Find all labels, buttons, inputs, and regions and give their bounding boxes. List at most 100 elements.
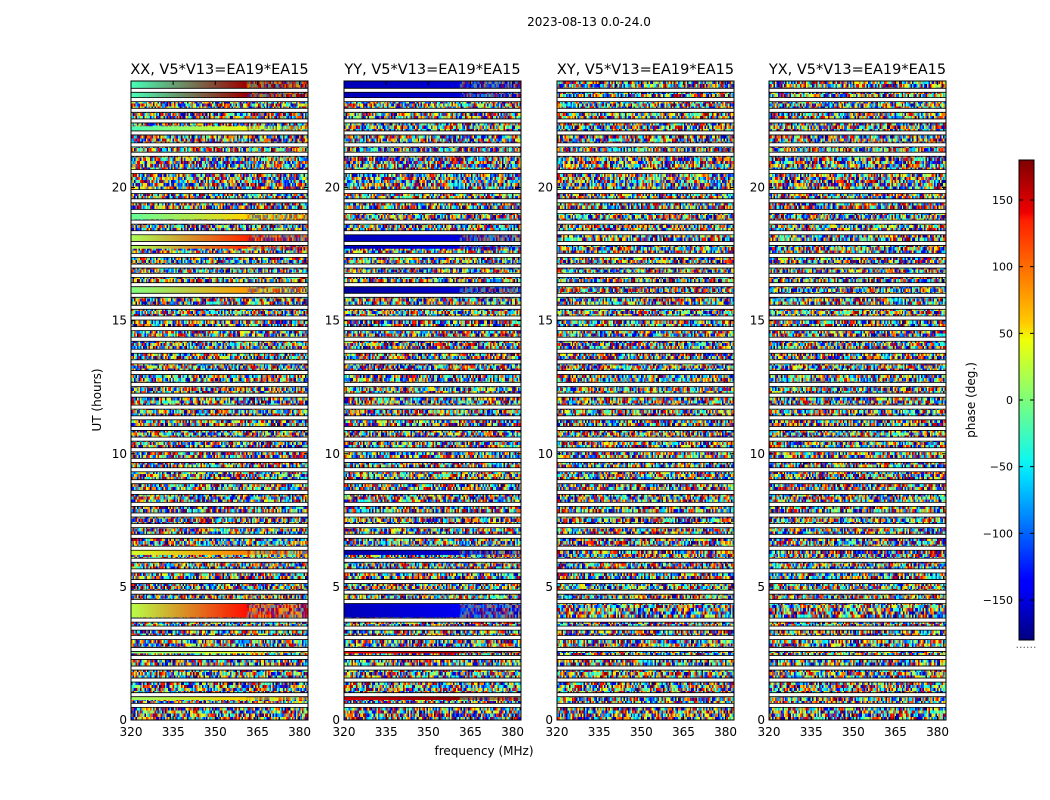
flag-gap	[769, 599, 946, 604]
flag-gap	[344, 458, 521, 463]
flag-gap	[344, 512, 521, 517]
flag-gap	[131, 293, 308, 298]
colorbar-tick-label: 100	[992, 261, 1013, 274]
phase-noise-xy	[557, 81, 734, 720]
flag-gap	[769, 326, 946, 331]
flag-gap	[769, 382, 946, 387]
flag-gap	[557, 512, 734, 517]
x-tick-label: 365	[459, 725, 482, 739]
flag-gap	[557, 666, 734, 671]
flag-gap	[131, 635, 308, 640]
flag-gap	[131, 490, 308, 495]
flag-gap	[131, 426, 308, 431]
flag-gap	[131, 534, 308, 539]
flag-gap	[344, 315, 521, 320]
flag-gap	[769, 692, 946, 697]
flag-gap	[557, 534, 734, 539]
flag-gap	[557, 405, 734, 410]
flag-gap	[344, 415, 521, 420]
flag-gap	[344, 293, 521, 298]
flag-gap	[131, 558, 308, 563]
flag-gap	[769, 130, 946, 135]
coherent-phase-band	[344, 694, 521, 701]
flag-gap	[557, 337, 734, 342]
flag-gap	[557, 169, 734, 174]
y-tick-label: 20	[538, 181, 553, 195]
flag-gap	[344, 241, 521, 246]
colorbar-tick-label: −100	[983, 527, 1013, 540]
flag-gap	[131, 169, 308, 174]
y-tick-label: 5	[757, 580, 765, 594]
y-tick-label: 0	[545, 713, 553, 727]
flag-gap	[769, 253, 946, 258]
flag-gap	[769, 703, 946, 708]
flag-gap	[557, 437, 734, 442]
x-tick-label: 350	[842, 725, 865, 739]
flag-gap	[557, 88, 734, 93]
x-tick-label: 380	[926, 725, 949, 739]
flag-gap	[557, 264, 734, 269]
coherent-phase-band	[131, 284, 308, 297]
flag-gap	[557, 241, 734, 246]
flag-gap	[557, 426, 734, 431]
flag-gap	[769, 618, 946, 623]
flag-gap	[344, 169, 521, 174]
flag-gap	[769, 305, 946, 310]
flag-gap	[344, 678, 521, 683]
flag-gap	[557, 502, 734, 507]
flag-gap	[131, 655, 308, 660]
flag-gap	[344, 189, 521, 194]
panel-body	[344, 81, 521, 708]
flag-gap	[557, 546, 734, 551]
flag-gap	[131, 479, 308, 484]
coherent-phase-band	[344, 600, 521, 618]
flag-gap	[557, 490, 734, 495]
flag-gap	[131, 118, 308, 123]
flag-gap	[769, 512, 946, 517]
flag-gap	[557, 315, 734, 320]
y-tick-label: 5	[332, 580, 340, 594]
flag-gap	[557, 568, 734, 573]
panel-xx: XX, V5*V13=EA19*EA15 320 335 350 365 380 0 5 10 1…	[112, 62, 311, 739]
flag-gap	[557, 678, 734, 683]
x-tick-label: 320	[758, 725, 781, 739]
flag-gap	[131, 253, 308, 258]
flag-gap	[131, 97, 308, 102]
panel-xy: XY, V5*V13=EA19*EA15 320 335 350 365 380 0 5 10 1…	[538, 62, 737, 739]
flag-gap	[344, 97, 521, 102]
flag-gap	[344, 426, 521, 431]
flag-gap	[344, 326, 521, 331]
flag-gap	[344, 437, 521, 442]
flag-gap	[557, 108, 734, 113]
flag-gap	[557, 359, 734, 364]
flag-gap	[344, 108, 521, 113]
flag-gap	[344, 152, 521, 157]
flag-gap	[344, 618, 521, 623]
y-tick-label: 5	[119, 580, 127, 594]
colorbar-tick-label: 150	[992, 194, 1013, 207]
flag-gap	[557, 293, 734, 298]
y-tick-label: 20	[325, 181, 340, 195]
colorbar-ticks: 150 100 50 0 −50 −100 −150	[983, 194, 1034, 607]
panel-body	[769, 87, 946, 708]
flag-gap	[344, 467, 521, 472]
flag-gap	[131, 590, 308, 595]
flag-gap	[131, 579, 308, 584]
x-tick-label: 365	[672, 725, 695, 739]
flag-gap	[344, 130, 521, 135]
flag-gap	[769, 558, 946, 563]
flag-gap	[344, 405, 521, 410]
flag-gap	[557, 349, 734, 354]
flag-gap	[557, 692, 734, 697]
y-axis-label: UT (hours)	[90, 368, 104, 431]
flag-gap	[344, 599, 521, 604]
flag-gap	[557, 189, 734, 194]
flag-gap	[557, 635, 734, 640]
flag-gap	[344, 590, 521, 595]
flag-gap	[557, 579, 734, 584]
flag-gap	[557, 97, 734, 102]
flag-gap	[344, 273, 521, 278]
x-tick-label: 380	[288, 725, 311, 739]
flag-gap	[769, 426, 946, 431]
